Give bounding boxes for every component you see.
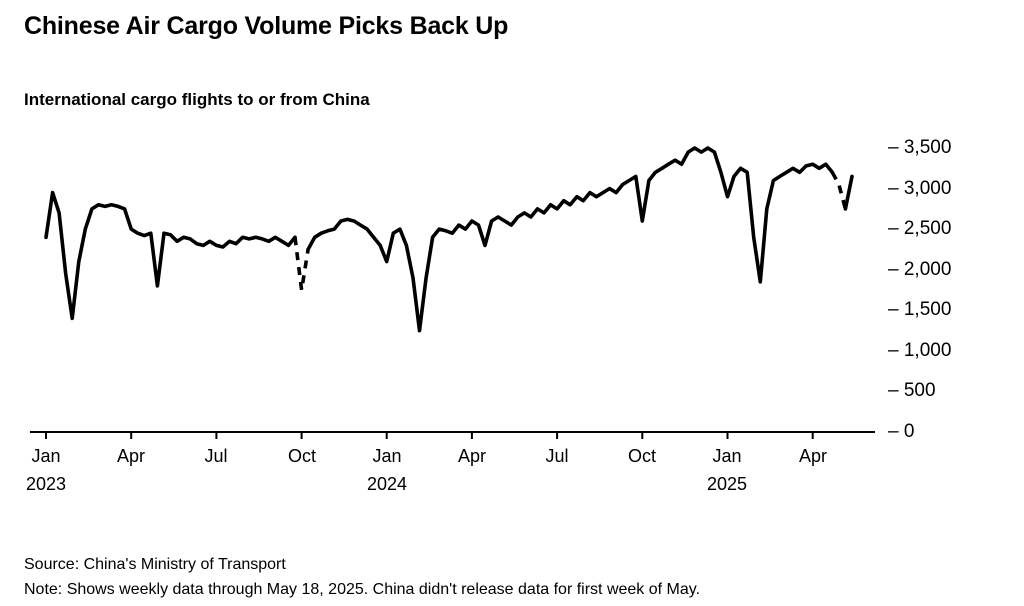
y-tick-label: – 0 xyxy=(888,421,915,442)
note-text: Note: Shows weekly data through May 18, … xyxy=(24,581,701,598)
x-tick-label: Jan xyxy=(31,446,61,466)
x-tick-label: Oct xyxy=(287,446,316,466)
y-tick-label: – 3,500 xyxy=(888,137,952,158)
y-tick-label: – 2,000 xyxy=(888,259,952,280)
x-tick-label: Apr xyxy=(798,446,827,466)
x-axis-ticks xyxy=(45,432,814,439)
chart-title: Chinese Air Cargo Volume Picks Back Up xyxy=(24,12,509,40)
y-tick-label: – 1,000 xyxy=(888,340,952,361)
x-tick-label: Jan xyxy=(372,446,402,466)
x-tick-label: Apr xyxy=(116,446,145,466)
y-tick-label: – 1,500 xyxy=(888,299,952,320)
x-tick-label: Apr xyxy=(457,446,486,466)
x-tick-label: Jul xyxy=(204,446,228,466)
y-tick-label: – 500 xyxy=(888,380,936,401)
y-tick-label: – 2,500 xyxy=(888,218,952,239)
x-tick-label: Jul xyxy=(545,446,569,466)
x-tick-year-label: 2023 xyxy=(25,474,67,494)
series-line-dashed xyxy=(293,171,848,291)
x-tick-label: Jan xyxy=(712,446,742,466)
series-line-solid xyxy=(44,146,854,333)
x-tick-year-label: 2024 xyxy=(366,474,408,494)
source-text: Source: China's Ministry of Transport xyxy=(24,556,286,573)
x-tick-label: Oct xyxy=(627,446,656,466)
x-tick-year-label: 2025 xyxy=(706,474,748,494)
chart-subtitle: International cargo flights to or from C… xyxy=(24,90,370,109)
y-tick-label: – 3,000 xyxy=(888,178,952,199)
